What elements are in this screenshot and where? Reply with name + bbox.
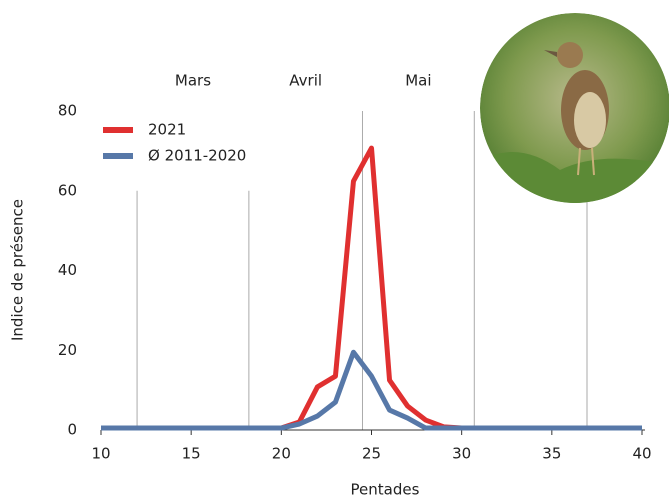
chart: Pentades Indice de présence Mars Avril Mai… [0,0,669,500]
y-tick-label: 60 [58,181,77,199]
y-tick-label: 40 [58,261,77,279]
x-tick-label: 35 [542,445,561,463]
x-tick-label: 40 [632,445,651,463]
series-line [101,352,642,428]
x-tick-label: 30 [452,445,471,463]
y-tick-label: 0 [67,421,77,439]
legend-label: Ø 2011-2020 [148,147,246,165]
y-tick-label: 80 [58,102,77,120]
month-label: Mai [405,72,431,90]
x-tick-label: 20 [272,445,291,463]
legend-label: 2021 [148,121,186,139]
month-label: Avril [289,72,322,90]
x-axis-label: Pentades [351,481,420,499]
x-tick-label: 25 [362,445,381,463]
x-tick-label: 10 [91,445,110,463]
y-axis-label: Indice de présence [9,199,27,341]
y-tick-label: 20 [58,341,77,359]
bird-photo [480,13,669,210]
month-label: Mars [175,72,211,90]
x-tick-label: 15 [182,445,201,463]
